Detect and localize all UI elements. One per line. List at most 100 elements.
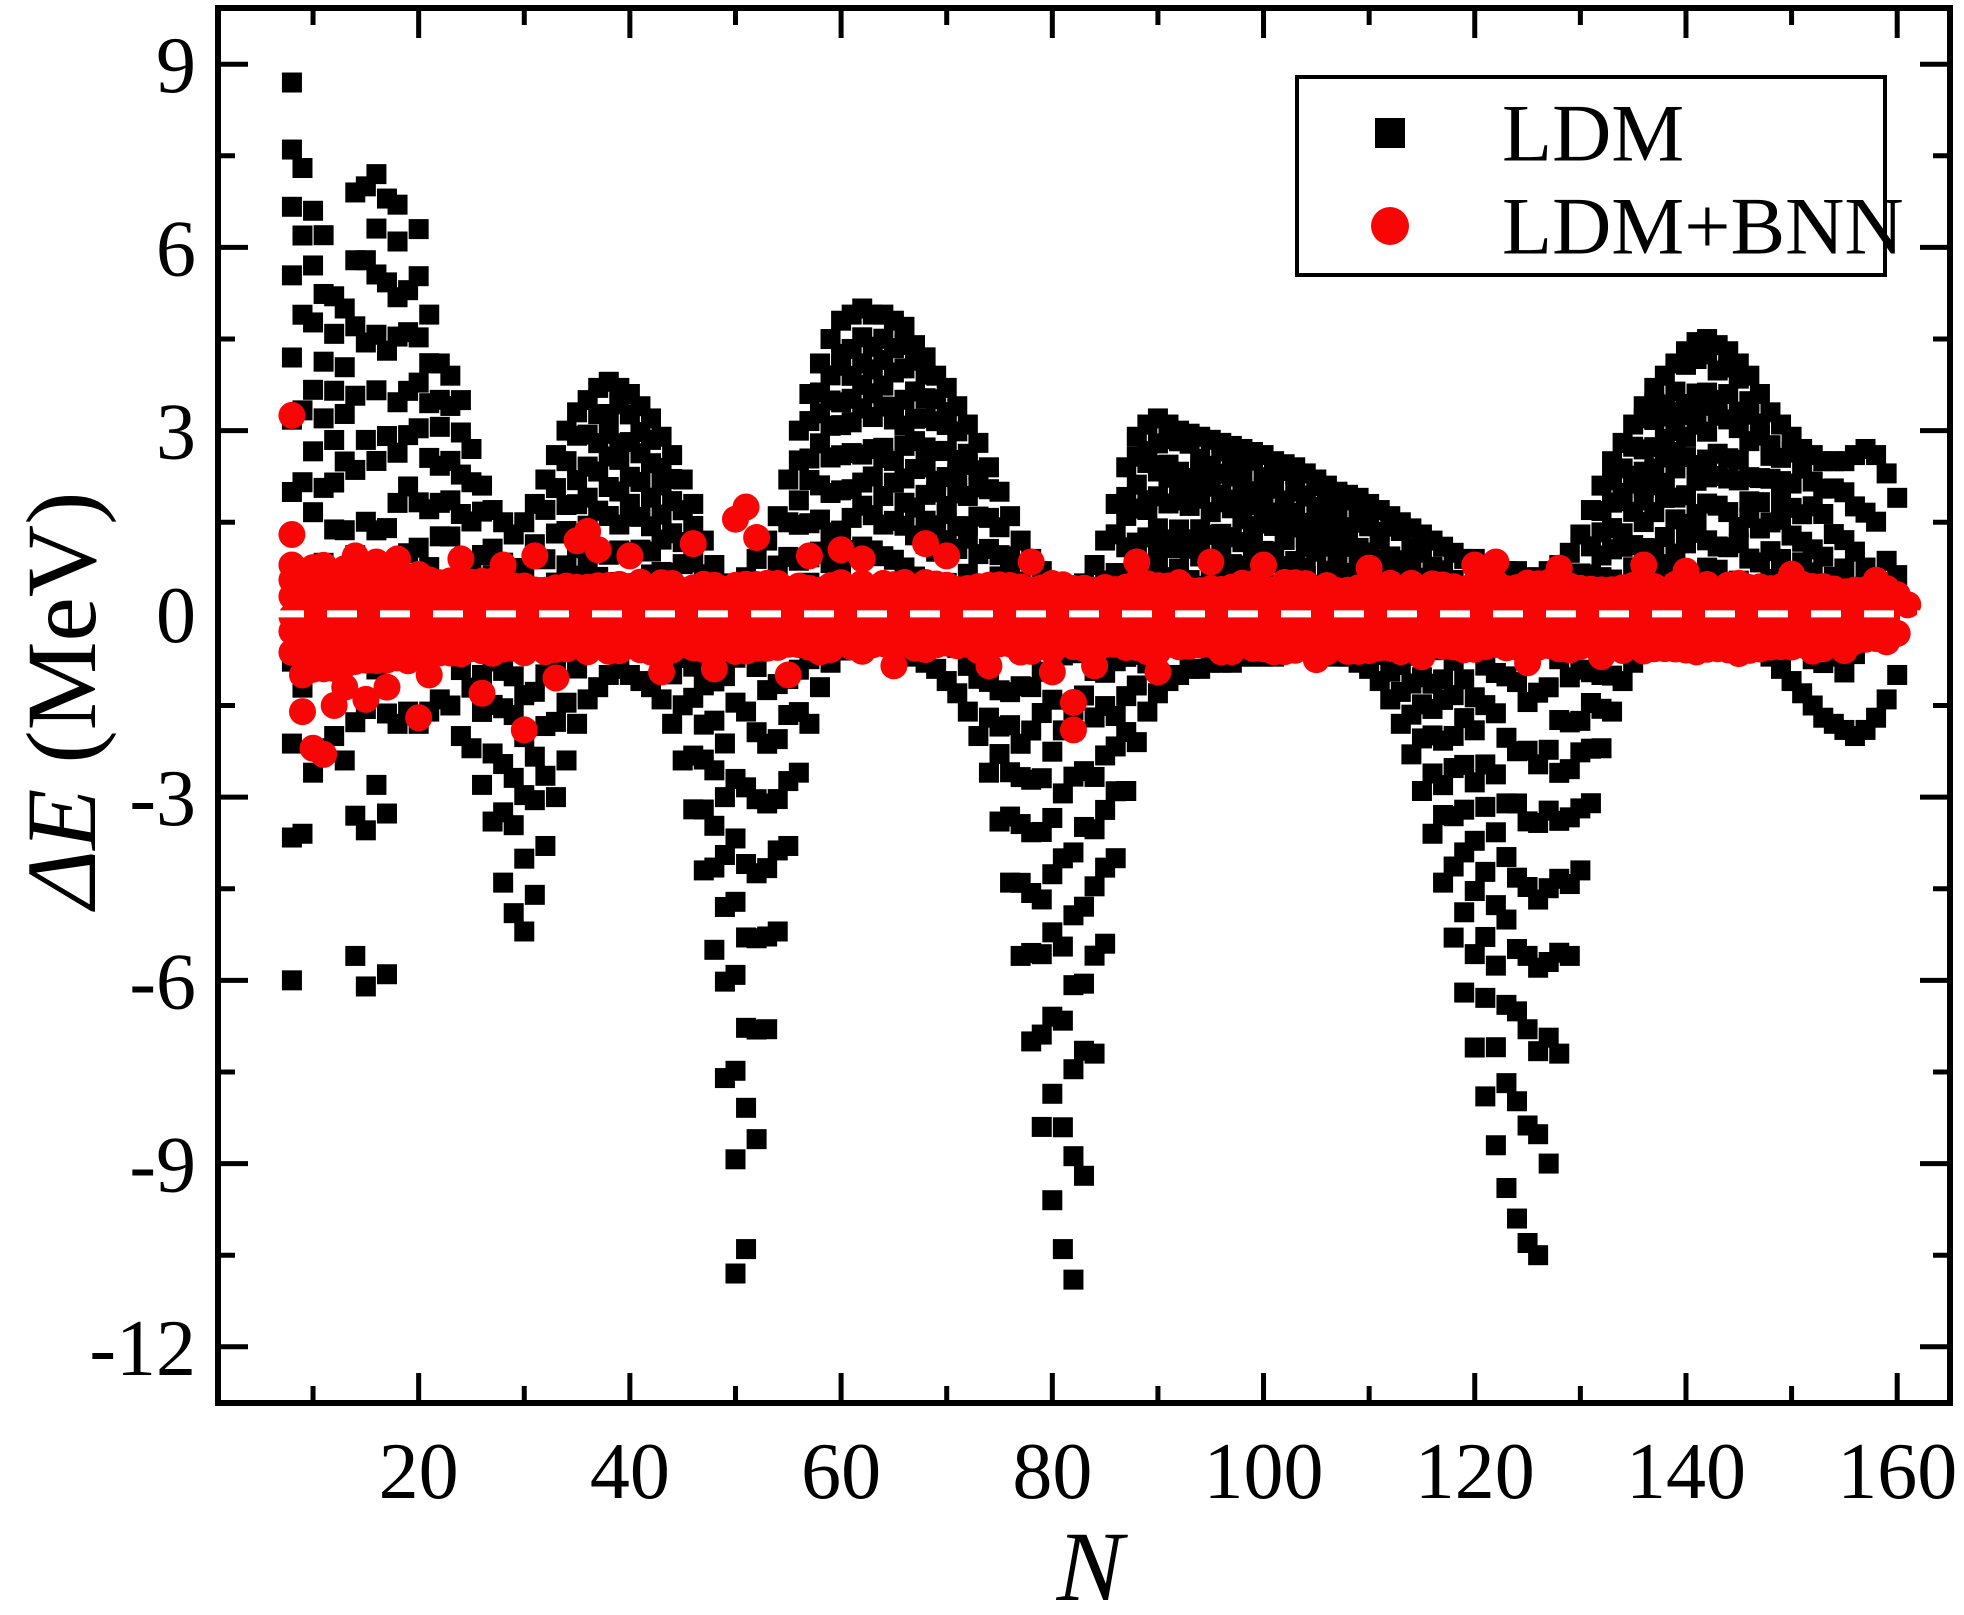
ldm-bnn-point bbox=[933, 542, 961, 570]
ldm-bnn-point bbox=[1545, 554, 1573, 582]
ldm-bnn-point bbox=[975, 652, 1003, 680]
ldm-point bbox=[1010, 530, 1031, 551]
ldm-point bbox=[387, 231, 408, 252]
ldm-point bbox=[1126, 675, 1147, 696]
ldm-point bbox=[1876, 463, 1897, 484]
ldm-point bbox=[704, 555, 725, 576]
ldm-point bbox=[1000, 715, 1021, 736]
ldm-point bbox=[292, 158, 313, 179]
ldm-point bbox=[313, 351, 334, 372]
ldm-point bbox=[334, 403, 355, 424]
ldm-point bbox=[1602, 701, 1623, 722]
x-tick-label: 20 bbox=[379, 1428, 459, 1516]
legend: LDM LDM+BNN bbox=[1295, 75, 1904, 277]
ldm-point bbox=[545, 711, 566, 732]
ldm-point bbox=[1654, 527, 1675, 548]
ldm-bnn-point bbox=[352, 685, 380, 713]
ldm-bnn-point bbox=[1123, 548, 1151, 576]
ldm-bnn-point bbox=[415, 661, 443, 689]
ldm-point bbox=[1570, 710, 1591, 731]
ldm-point bbox=[1422, 823, 1443, 844]
ldm-point bbox=[1031, 1116, 1052, 1137]
y-tick-label: -9 bbox=[129, 1122, 196, 1210]
ldm-point bbox=[1000, 506, 1021, 527]
ldm-point bbox=[1052, 1117, 1073, 1138]
ldm-point bbox=[1507, 1091, 1527, 1112]
ldm-point bbox=[345, 385, 366, 406]
ldm-point bbox=[725, 891, 746, 912]
ldm-point bbox=[545, 478, 566, 499]
ldm-point bbox=[757, 858, 778, 879]
ldm-bnn-point bbox=[616, 542, 644, 570]
y-tick-label: 3 bbox=[156, 389, 196, 477]
ldm-point bbox=[588, 461, 609, 482]
ldm-point bbox=[292, 225, 313, 246]
ldm-point bbox=[324, 380, 345, 401]
ldm-point bbox=[1496, 847, 1517, 868]
ldm-bnn-point bbox=[1894, 591, 1922, 619]
ldm-point bbox=[1876, 689, 1897, 710]
ldm-point bbox=[366, 450, 387, 471]
ldm-point bbox=[303, 502, 324, 523]
ldm-bnn-point bbox=[1862, 566, 1890, 594]
ldm-point bbox=[1021, 677, 1042, 698]
y-axis-title: ΔE (MeV) bbox=[6, 492, 117, 913]
ldm-point bbox=[503, 767, 524, 788]
ldm-point bbox=[1813, 503, 1834, 524]
ldm-point bbox=[651, 689, 672, 710]
ldm-point bbox=[1042, 741, 1063, 762]
ldm-point bbox=[641, 408, 661, 429]
ldm-point bbox=[1031, 1024, 1052, 1045]
ldm-point bbox=[609, 449, 630, 470]
ldm-point bbox=[281, 970, 302, 991]
ldm-point bbox=[1454, 799, 1475, 820]
ldm-point bbox=[472, 774, 493, 795]
ldm-point bbox=[366, 774, 387, 795]
ldm-point bbox=[535, 835, 556, 856]
ldm-point bbox=[915, 347, 936, 368]
ldm-point bbox=[334, 520, 355, 541]
ldm-point bbox=[1074, 1165, 1094, 1186]
ldm-point bbox=[1074, 973, 1094, 994]
ldm-point bbox=[725, 1060, 746, 1081]
ldm-point bbox=[376, 964, 397, 985]
x-tick-label: 120 bbox=[1415, 1428, 1535, 1516]
ldm-point bbox=[651, 426, 672, 447]
x-tick-label: 140 bbox=[1626, 1428, 1746, 1516]
ldm-point bbox=[292, 823, 313, 844]
ldm-point bbox=[292, 472, 313, 493]
ldm-bnn-point bbox=[848, 545, 876, 573]
ldm-point bbox=[714, 733, 735, 754]
ldm-point bbox=[725, 1263, 746, 1284]
ldm-point bbox=[1464, 830, 1485, 851]
ldm-bnn-point bbox=[489, 551, 517, 579]
ldm-point bbox=[503, 666, 524, 687]
ldm-point bbox=[1538, 1027, 1559, 1048]
ldm-point bbox=[968, 726, 989, 747]
ldm-bnn-point bbox=[341, 542, 369, 570]
ldm-point bbox=[1126, 474, 1147, 495]
ldm-point bbox=[440, 526, 461, 547]
ldm-point bbox=[1507, 672, 1527, 693]
ldm-point bbox=[1475, 1086, 1496, 1107]
ldm-bnn-point bbox=[1059, 688, 1087, 716]
ldm-point bbox=[366, 164, 387, 185]
ldm-point bbox=[366, 380, 387, 401]
ldm-point bbox=[1464, 720, 1485, 741]
ldm-point bbox=[1137, 701, 1158, 722]
ldm-point bbox=[1063, 1269, 1084, 1290]
y-tick-label: 0 bbox=[156, 572, 196, 660]
ldm-bnn-point bbox=[521, 542, 549, 570]
ldm-bnn-point bbox=[362, 548, 390, 576]
ldm-point bbox=[387, 442, 408, 463]
ldm-point bbox=[1454, 902, 1475, 923]
ldm-point bbox=[524, 681, 545, 702]
ldm-point bbox=[1485, 703, 1506, 724]
ldm-point bbox=[408, 219, 429, 240]
ldm-point bbox=[1866, 511, 1887, 532]
ldm-bnn-point bbox=[743, 524, 771, 552]
ldm-bnn-point bbox=[373, 673, 401, 701]
ldm-point bbox=[281, 72, 302, 93]
ldm-point bbox=[1454, 982, 1475, 1003]
